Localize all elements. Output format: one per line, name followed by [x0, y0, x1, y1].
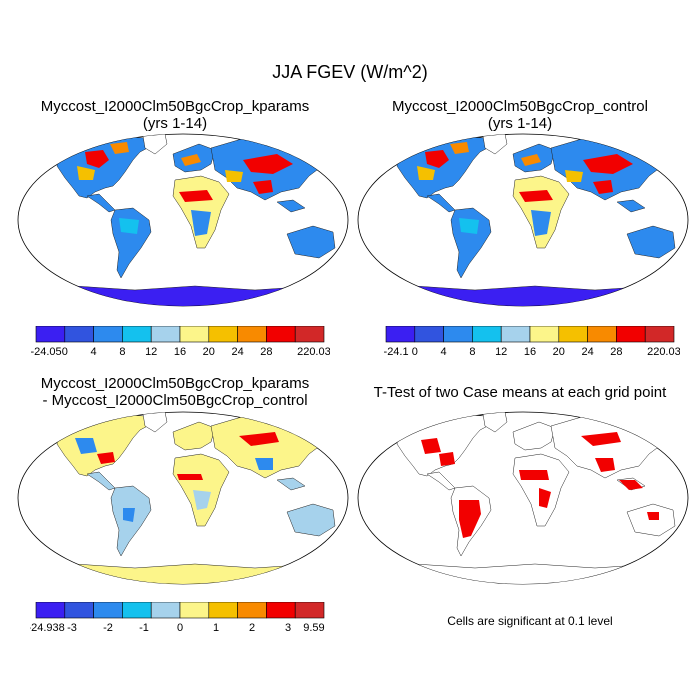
colorbar-tick-label: 4	[441, 346, 447, 358]
colorbar-box	[150, 602, 181, 619]
colorbar-box	[179, 602, 210, 619]
colorbar-tick-label: 2	[249, 622, 255, 634]
colorbar-tick-label: -24.938	[30, 622, 65, 634]
colorbar-tick-label: 8	[119, 346, 125, 358]
colorbar-box	[93, 602, 123, 619]
colorbar-tick-label: -24.05	[30, 346, 61, 358]
colorbar-tick-label: 12	[495, 346, 507, 358]
colorbar-box	[294, 602, 325, 619]
colorbar-box	[35, 602, 66, 619]
colorbar-box	[64, 602, 94, 619]
colorbar-tick-label: 28	[260, 346, 272, 358]
colorbar-tick-label: 220.03	[647, 346, 680, 358]
panel1-title-line2: (yrs 1-14)	[142, 115, 208, 132]
panel2-title-line2: (yrs 1-14)	[487, 115, 553, 132]
colorbar-tick-label: 20	[203, 346, 215, 358]
colorbar-box	[414, 326, 444, 343]
colorbar-tick-label: 0	[412, 346, 418, 358]
colorbar-tick-label: 8	[469, 346, 475, 358]
colorbar-box	[385, 326, 416, 343]
colorbar-control: -24.1 0 4 8 12 16 20 24 28 220.03	[384, 326, 680, 358]
colorbar-box	[294, 326, 325, 343]
colorbar-tick-label: -3	[67, 622, 77, 634]
colorbar-box	[122, 602, 152, 619]
map-difference	[17, 411, 349, 585]
colorbar-tick-label: -24.1	[384, 346, 409, 358]
significance-note: Cells are significant at 0.1 level	[447, 614, 613, 628]
colorbar-box	[644, 326, 675, 343]
colorbar-box	[93, 326, 123, 343]
colorbar-tick-label: 28	[610, 346, 622, 358]
colorbar-tick-label: 24	[231, 346, 243, 358]
colorbar-box	[472, 326, 502, 343]
colorbar-tick-label: -1	[139, 622, 149, 634]
colorbar-box	[266, 326, 296, 343]
map-control	[357, 133, 689, 307]
colorbar-tick-label: 220.03	[297, 346, 330, 358]
colorbar-box	[266, 602, 296, 619]
panel1-title: Myccost_I2000Clm50BgcCrop_kparams (yrs 1…	[15, 98, 335, 132]
panel4-title: T-Test of two Case means at each grid po…	[360, 384, 680, 401]
colorbar-tick-label: 9.59	[303, 622, 324, 634]
panel2-title-line1: Myccost_I2000Clm50BgcCrop_control	[392, 98, 648, 115]
panel3-title-line1: Myccost_I2000Clm50BgcCrop_kparams	[40, 375, 310, 392]
colorbar-tick-label: 16	[174, 346, 186, 358]
colorbar-box	[237, 602, 267, 619]
colorbar-tick-label: 16	[524, 346, 536, 358]
colorbar-box	[122, 326, 152, 343]
colorbar-tick-label: 20	[553, 346, 565, 358]
colorbar-box	[64, 326, 94, 343]
colorbar-box	[587, 326, 617, 343]
colorbar-tick-label: 12	[145, 346, 157, 358]
colorbar-kparams: -24.05 0 4 8 12 16 20 24 28 220.03	[30, 326, 330, 358]
colorbar-box	[237, 326, 267, 343]
colorbar-tick-label: 24	[581, 346, 593, 358]
panel1-title-line1: Myccost_I2000Clm50BgcCrop_kparams	[40, 98, 310, 115]
colorbar-box	[529, 326, 560, 343]
colorbar-box	[208, 602, 238, 619]
map-ttest	[357, 411, 689, 585]
colorbar-tick-label: 1	[213, 622, 219, 634]
panel2-title: Myccost_I2000Clm50BgcCrop_control (yrs 1…	[360, 98, 680, 132]
colorbar-tick-label: 3	[285, 622, 291, 634]
colorbar-tick-label: 0	[62, 346, 68, 358]
panel4-title-line1: T-Test of two Case means at each grid po…	[373, 384, 667, 401]
colorbar-box	[558, 326, 588, 343]
colorbar-box	[443, 326, 473, 343]
colorbar-box	[150, 326, 181, 343]
australia	[286, 225, 336, 259]
panel3-title: Myccost_I2000Clm50BgcCrop_kparams - Mycc…	[15, 375, 335, 409]
colorbar-tick-label: -2	[103, 622, 113, 634]
significant-cells	[421, 432, 659, 538]
colorbar-box	[208, 326, 238, 343]
main-title: JJA FGEV (W/m^2)	[272, 62, 428, 82]
colorbar-box	[616, 326, 646, 343]
colorbar-tick-label: 4	[91, 346, 97, 358]
colorbar-box	[35, 326, 66, 343]
colorbar-box	[500, 326, 531, 343]
colorbar-difference: -24.938 -3 -2 -1 0 1 2 3 9.59	[30, 602, 325, 634]
panel3-title-line2: - Myccost_I2000Clm50BgcCrop_control	[42, 392, 308, 409]
colorbar-tick-label: 0	[177, 622, 183, 634]
colorbar-box	[179, 326, 210, 343]
map-kparams	[17, 133, 349, 307]
